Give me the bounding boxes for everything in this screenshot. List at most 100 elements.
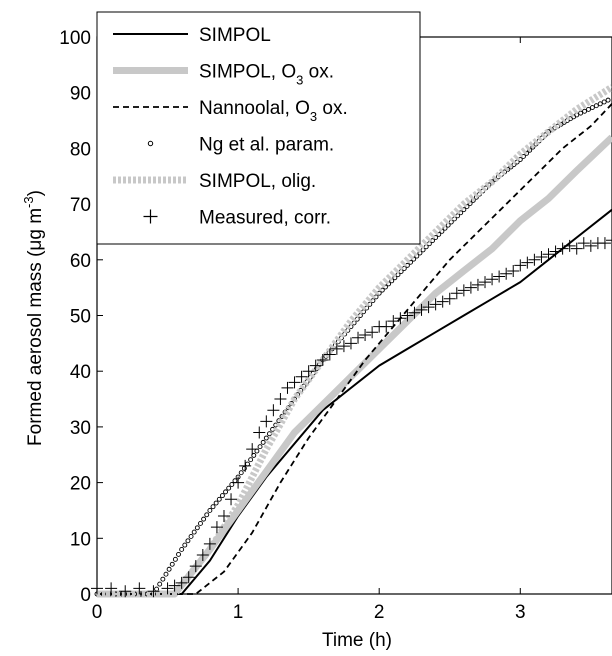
series-point [457, 284, 470, 297]
series-point [528, 253, 541, 266]
series-point [514, 259, 527, 272]
series-point [133, 582, 146, 595]
series-point [352, 331, 365, 344]
series-point [429, 298, 442, 311]
series-point [387, 315, 400, 328]
series-point [394, 312, 407, 325]
series-point [464, 281, 477, 294]
series-point [450, 287, 463, 300]
series-point [309, 359, 322, 372]
y-tick-label: 0 [80, 585, 91, 606]
series-layer [91, 84, 612, 598]
series-point [521, 256, 534, 269]
legend-swatch [143, 209, 158, 224]
series-point [323, 348, 336, 361]
series-point [597, 101, 603, 107]
series-point [479, 276, 492, 289]
series-point [185, 538, 191, 544]
x-tick-label: 2 [374, 602, 385, 623]
series-point [241, 465, 247, 471]
y-tick-label: 70 [70, 195, 91, 216]
series-point [260, 415, 273, 428]
series-point [507, 264, 520, 277]
series-point [198, 520, 203, 526]
legend: SIMPOL SIMPOL, O3 ox. Nannoolal, O3 ox. Ng … [96, 11, 421, 245]
series-point [161, 582, 174, 595]
y-tick-label: 80 [70, 139, 91, 160]
series-point [229, 482, 235, 487]
y-tick-label: 20 [70, 474, 91, 495]
series-point [225, 493, 238, 506]
series-point [471, 278, 484, 291]
legend-label: SIMPOL, O3 ox. [199, 62, 334, 88]
series-point [169, 561, 175, 567]
series-point [542, 248, 555, 261]
series-point [188, 533, 194, 539]
y-axis-label: Formed aerosol mass (μg m-3) [21, 190, 46, 446]
legend-box [96, 11, 421, 245]
series-point [601, 99, 607, 105]
y-axis-label-sup: -3 [21, 196, 36, 208]
series-point [436, 295, 449, 308]
x-tick-label: 1 [233, 602, 244, 623]
series-point [157, 581, 163, 587]
series-point [166, 566, 172, 572]
series-line [97, 84, 612, 598]
series-point [223, 489, 229, 495]
series-point [500, 267, 513, 280]
series-point [213, 500, 219, 506]
series-6 [91, 234, 612, 598]
series-point [210, 504, 216, 510]
series-point [366, 326, 379, 339]
series-point [119, 585, 132, 598]
series-point [281, 381, 294, 394]
series-point [422, 301, 435, 314]
legend-label: SIMPOL, olig. [199, 171, 316, 192]
x-axis-label: Time (h) [322, 630, 392, 651]
legend-swatch [147, 140, 154, 147]
legend-label: SIMPOL [199, 25, 271, 46]
series-point [168, 579, 181, 592]
series-point [182, 571, 195, 584]
series-point [175, 576, 188, 589]
series-point [246, 443, 259, 456]
series-point [316, 354, 329, 367]
y-tick-label: 40 [70, 362, 91, 383]
series-point [578, 110, 584, 116]
series-point [274, 393, 287, 406]
y-tick-label: 60 [70, 251, 91, 272]
series-5 [97, 84, 612, 598]
y-tick-label: 50 [70, 307, 91, 328]
series-point [549, 245, 562, 258]
series-point [443, 292, 456, 305]
series-point [217, 510, 230, 523]
series-point [302, 365, 315, 378]
series-point [344, 337, 357, 350]
series-1 [97, 208, 612, 595]
y-tick-label: 10 [70, 529, 91, 550]
series-point [207, 508, 213, 513]
series-point [210, 521, 223, 534]
series-point [563, 239, 576, 252]
y-tick-label: 90 [70, 84, 91, 105]
series-point [182, 542, 188, 548]
series-point [288, 376, 301, 389]
series-point [577, 237, 590, 250]
series-point [359, 328, 372, 341]
series-point [191, 529, 197, 535]
legend-label: Measured, corr. [199, 208, 331, 229]
series-point [584, 239, 597, 252]
series-point [586, 106, 591, 112]
series-point [176, 551, 181, 557]
series-point [251, 452, 257, 458]
series-point [556, 242, 569, 255]
legend-label: Ng et al. param. [199, 135, 334, 156]
series-point [263, 435, 269, 441]
series-point [253, 426, 266, 439]
series-point [160, 576, 166, 582]
series-point [606, 234, 612, 247]
series-point [248, 457, 254, 463]
series-point [582, 108, 588, 114]
series-point [589, 105, 595, 111]
y-axis-label-unit: g m [25, 208, 46, 240]
